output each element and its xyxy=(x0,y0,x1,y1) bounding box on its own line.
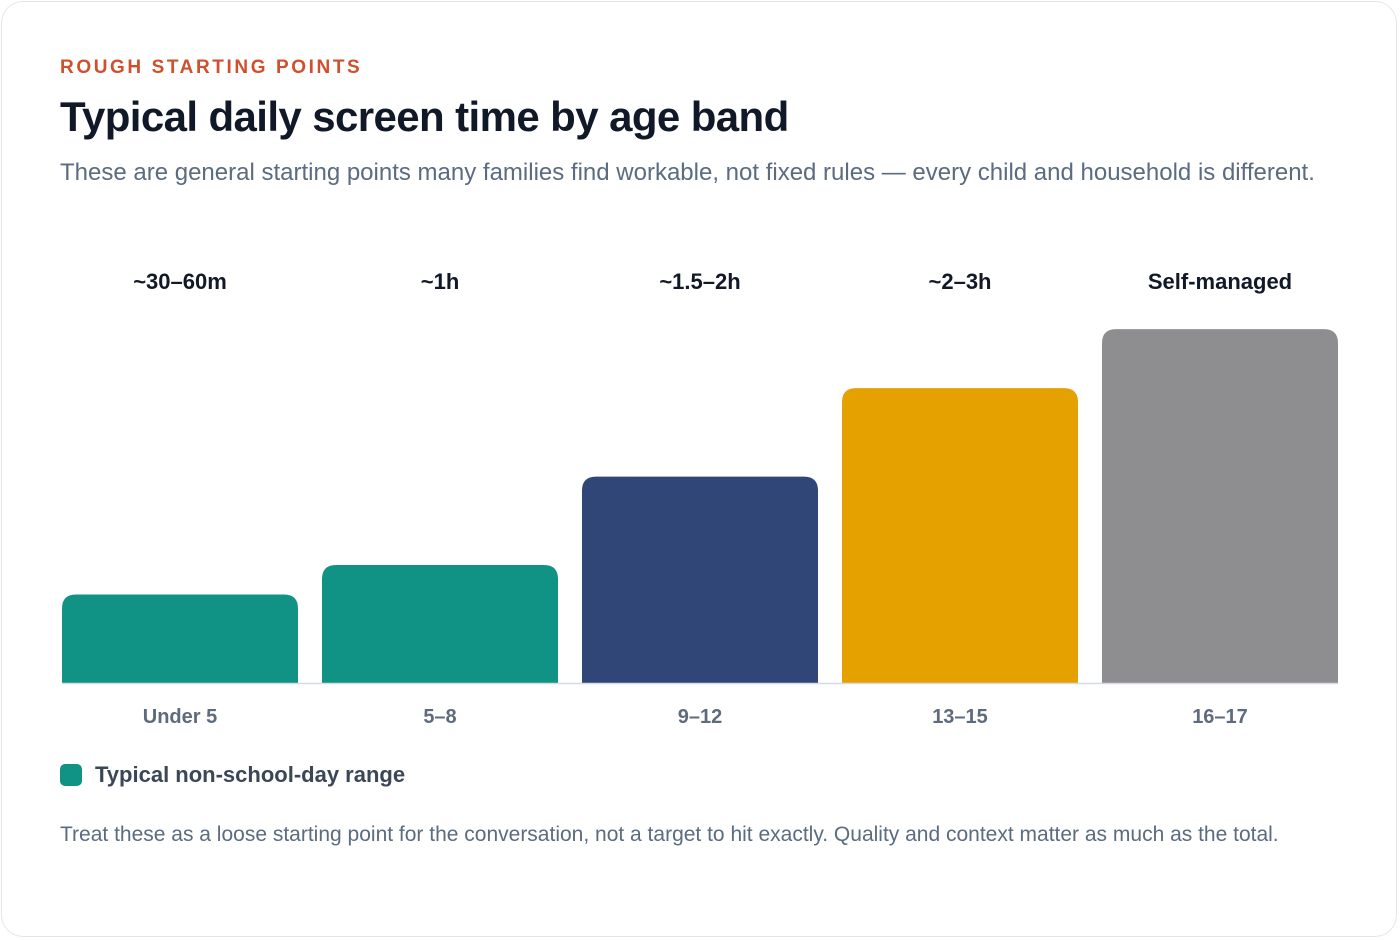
category-label-2: 5–8 xyxy=(423,706,456,728)
value-label-4: ~2–3h xyxy=(929,269,992,294)
legend: Typical non-school-day range xyxy=(60,762,405,788)
bar-1 xyxy=(62,594,298,683)
value-label-3: ~1.5–2h xyxy=(659,269,740,294)
value-label-1: ~30–60m xyxy=(133,269,227,294)
bar-3 xyxy=(582,476,818,683)
footnote: Treat these as a loose starting point fo… xyxy=(60,823,1279,846)
bar-chart: ~30–60m Under 5 ~1h 5–8 ~1.5–2h 9–12 ~2–3h 13–1… xyxy=(62,269,1338,728)
bar-4 xyxy=(842,388,1078,683)
legend-swatch xyxy=(60,764,82,786)
legend-label: Typical non-school-day range xyxy=(95,762,406,787)
chart-title: Typical daily screen time by age band xyxy=(60,93,789,140)
value-label-5: Self-managed xyxy=(1148,269,1292,294)
category-label-1: Under 5 xyxy=(143,706,217,728)
bar-5 xyxy=(1102,329,1338,683)
value-label-2: ~1h xyxy=(421,269,460,294)
chart-subtitle: These are general starting points many f… xyxy=(60,159,1315,186)
eyebrow-label: ROUGH STARTING POINTS xyxy=(60,57,363,78)
bar-2 xyxy=(322,565,558,683)
category-label-3: 9–12 xyxy=(678,706,723,728)
category-label-5: 16–17 xyxy=(1192,706,1248,728)
category-label-4: 13–15 xyxy=(932,706,988,728)
